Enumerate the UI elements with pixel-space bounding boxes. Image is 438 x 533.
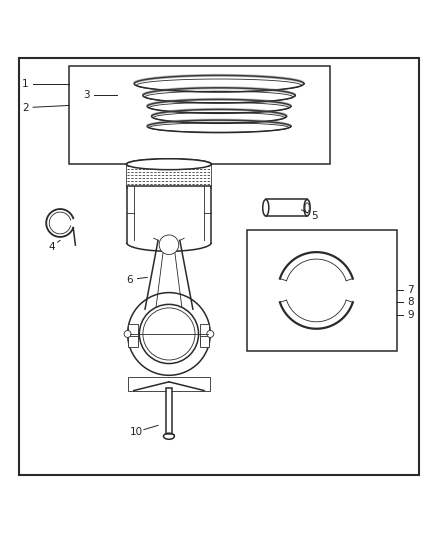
Ellipse shape bbox=[304, 199, 310, 216]
Circle shape bbox=[127, 293, 210, 375]
Text: 10: 10 bbox=[130, 427, 143, 437]
Circle shape bbox=[159, 235, 179, 255]
Bar bbox=[69, 66, 330, 164]
Bar bbox=[127, 377, 210, 391]
Text: 9: 9 bbox=[407, 310, 414, 320]
Ellipse shape bbox=[127, 159, 212, 169]
Circle shape bbox=[139, 304, 198, 364]
Bar bbox=[128, 336, 138, 346]
Ellipse shape bbox=[127, 159, 212, 169]
Bar bbox=[127, 165, 212, 186]
Text: 3: 3 bbox=[83, 91, 89, 100]
Text: 8: 8 bbox=[407, 297, 414, 307]
Circle shape bbox=[143, 308, 195, 360]
Text: 1: 1 bbox=[22, 79, 28, 88]
Text: 5: 5 bbox=[311, 212, 318, 221]
Text: 7: 7 bbox=[407, 286, 414, 295]
Bar bbox=[247, 230, 397, 351]
Text: 2: 2 bbox=[22, 103, 28, 112]
Text: 4: 4 bbox=[48, 242, 55, 252]
Bar bbox=[128, 324, 138, 344]
Ellipse shape bbox=[263, 199, 269, 216]
Bar bbox=[166, 389, 172, 435]
Ellipse shape bbox=[305, 203, 309, 213]
Circle shape bbox=[124, 330, 131, 337]
Bar bbox=[200, 336, 209, 346]
Circle shape bbox=[207, 330, 214, 337]
Bar bbox=[200, 324, 209, 344]
Bar bbox=[266, 199, 307, 216]
Ellipse shape bbox=[163, 433, 174, 439]
Text: 6: 6 bbox=[127, 274, 133, 285]
